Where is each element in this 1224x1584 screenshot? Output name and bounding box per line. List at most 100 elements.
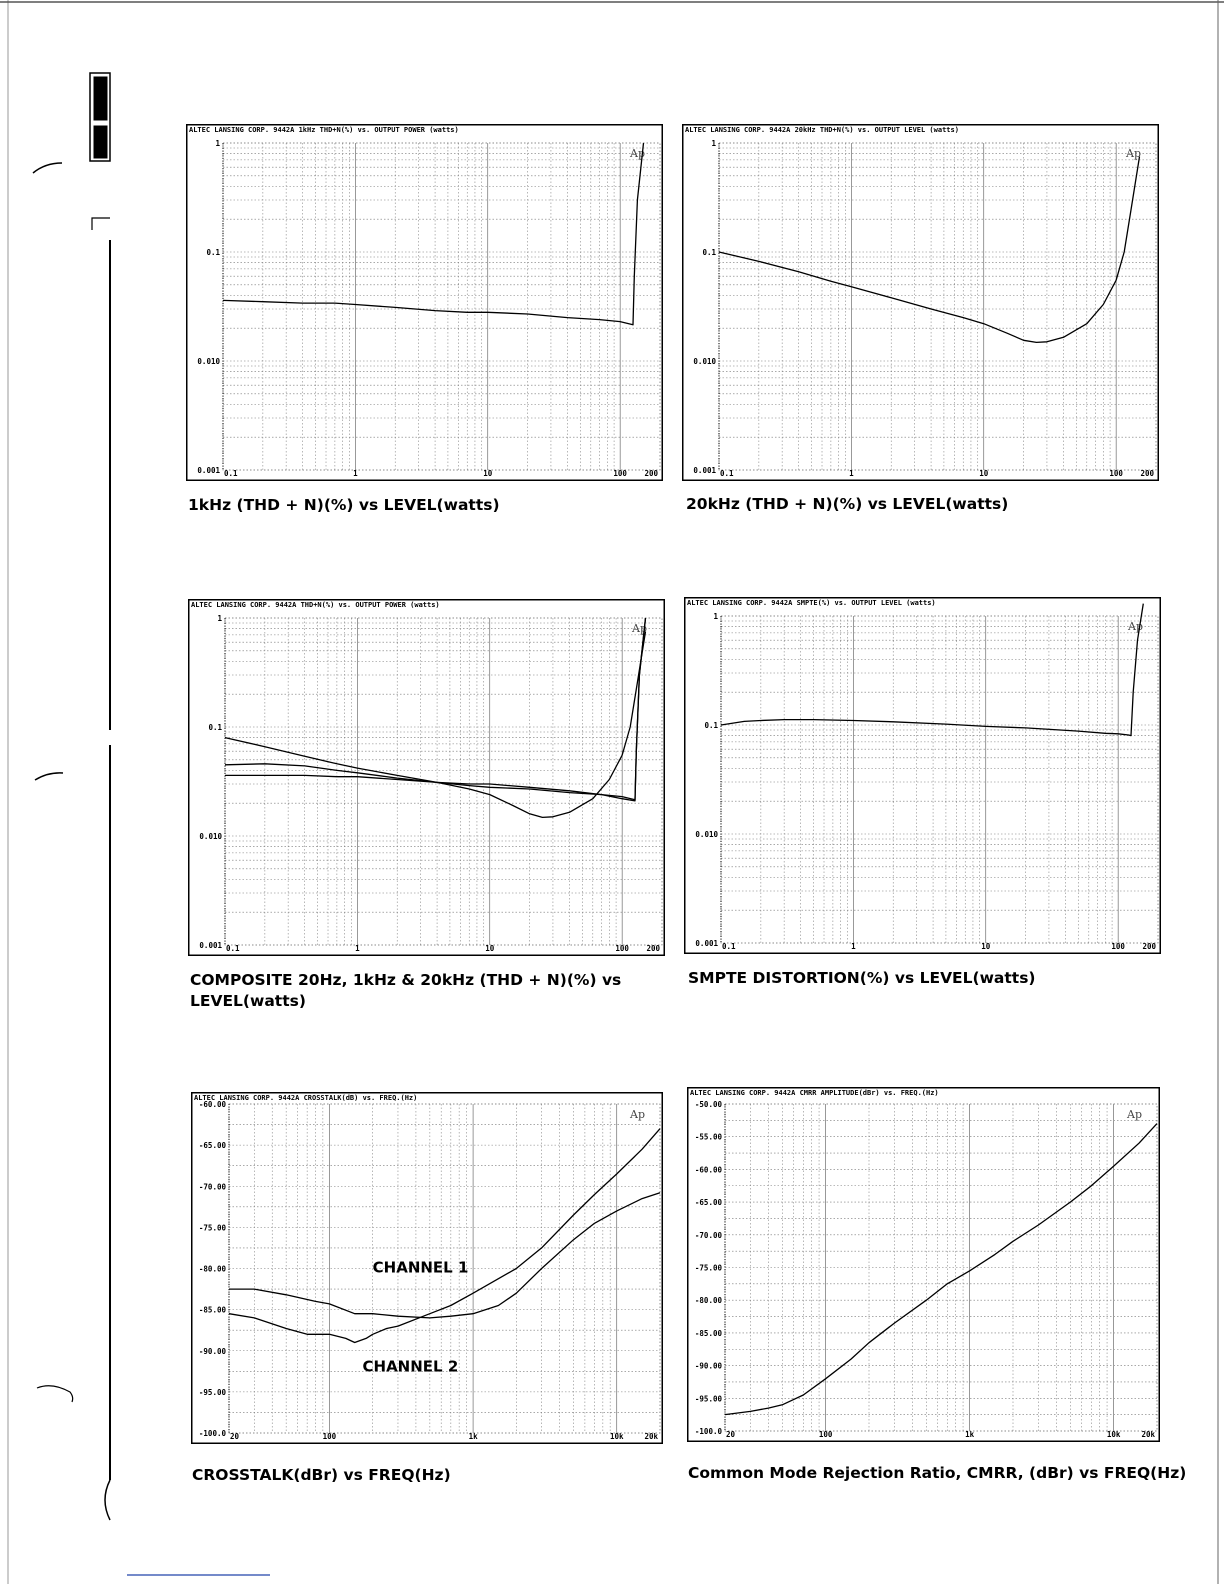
plot-area [718,142,1157,471]
caption-20khz-thd: 20kHz (THD + N)(%) vs LEVEL(watts) [686,495,1009,513]
x-tick-label: 10 [485,944,495,953]
chart-frame [682,124,1159,481]
y-tick-label: 0.1 [704,721,718,730]
y-tick-label: 0.001 [695,939,718,948]
chart-1khz-thd: ALTEC LANSING CORP. 9442A 1kHz THD+N(%) … [186,124,663,481]
chart-header: ALTEC LANSING CORP. 9442A THD+N(%) vs. O… [191,601,440,609]
chart-20khz-thd-plot: ALTEC LANSING CORP. 9442A 20kHz THD+N(%)… [682,124,1159,481]
grid [721,616,1158,943]
x-tick-label: 200 [1142,942,1156,951]
series-line-2 [228,1128,661,1344]
series-line-1 [229,1192,661,1319]
y-tick-label: 0.1 [208,723,222,732]
grid [719,143,1156,470]
x-tick-label: 1 [353,469,358,478]
grid [229,1104,660,1433]
y-tick-label: 1 [217,614,222,623]
chart-frame [186,124,663,481]
x-tick-label: 20 [230,1432,240,1441]
y-tick-label: -60.00 [695,1165,723,1174]
chart-header: ALTEC LANSING CORP. 9442A 1kHz THD+N(%) … [189,126,459,134]
grid [725,1104,1157,1431]
y-tick-label: 0.1 [702,248,716,257]
x-tick-label: 20k [644,1432,658,1441]
y-tick-label: 0.001 [197,466,220,475]
annotation-channel-1: CHANNEL 1 [373,1259,469,1277]
chart-1khz-thd-plot: ALTEC LANSING CORP. 9442A 1kHz THD+N(%) … [186,124,663,481]
x-tick-label: 1 [851,942,856,951]
chart-frame [684,597,1161,954]
ap-logo: Ap [629,1108,645,1121]
y-tick-label: -100.0 [695,1427,723,1436]
y-tick-label: -80.00 [695,1296,723,1305]
y-tick-label: 0.1 [206,248,220,257]
y-tick-label: 0.010 [199,832,222,841]
chart-frame [188,599,665,956]
chart-smpte-distortion-plot: ALTEC LANSING CORP. 9442A SMPTE(%) vs. O… [684,597,1161,954]
series-line-1 [724,1123,1158,1416]
y-tick-label: 1 [215,139,220,148]
x-tick-label: 200 [1140,469,1154,478]
y-tick-label: -95.00 [199,1388,227,1397]
caption-cmrr: Common Mode Rejection Ratio, CMRR, (dBr)… [688,1464,1187,1482]
caption-composite-thd: COMPOSITE 20Hz, 1kHz & 20kHz (THD + N)(%… [190,971,622,1010]
y-tick-label: -75.00 [199,1223,227,1232]
chart-crosstalk: ALTEC LANSING CORP. 9442A CROSSTALK(dB) … [191,1092,663,1444]
y-tick-label: 0.010 [197,357,220,366]
x-tick-label: 1k [469,1432,479,1441]
x-tick-label: 0.1 [720,469,734,478]
plot-area [720,615,1159,944]
x-tick-label: 10 [981,942,991,951]
y-tick-label: -70.00 [199,1182,227,1191]
chart-cmrr: ALTEC LANSING CORP. 9442A CMRR AMPLITUDE… [687,1087,1160,1442]
chart-header: ALTEC LANSING CORP. 9442A 20kHz THD+N(%)… [685,126,959,134]
x-tick-label: 0.1 [722,942,736,951]
x-tick-label: 200 [644,469,658,478]
x-tick-label: 100 [1111,942,1125,951]
chart-composite-thd-plot: ALTEC LANSING CORP. 9442A THD+N(%) vs. O… [188,599,665,956]
y-tick-label: -65.00 [695,1198,723,1207]
x-tick-label: 100 [819,1430,833,1439]
x-tick-label: 20 [726,1430,736,1439]
chart-header: ALTEC LANSING CORP. 9442A SMPTE(%) vs. O… [687,599,936,607]
y-tick-label: -70.00 [695,1231,723,1240]
series-line-1 [224,631,647,819]
ap-logo: Ap [629,147,645,160]
plot-area [228,1103,661,1434]
chart-header: ALTEC LANSING CORP. 9442A CROSSTALK(dB) … [194,1094,417,1102]
x-tick-label: 100 [323,1432,337,1441]
grid [225,618,662,945]
y-tick-label: 0.010 [695,830,718,839]
y-tick-label: -90.00 [695,1362,723,1371]
ap-logo: Ap [1125,147,1141,160]
chart-crosstalk-plot: ALTEC LANSING CORP. 9442A CROSSTALK(dB) … [191,1092,663,1444]
y-tick-label: -60.00 [199,1100,227,1109]
y-tick-label: -95.00 [695,1394,723,1403]
y-tick-label: 0.010 [693,357,716,366]
chart-frame [687,1087,1160,1442]
y-tick-label: -100.0 [199,1429,227,1438]
grid [223,143,660,470]
x-tick-label: 10 [483,469,493,478]
series-line-1 [222,142,645,326]
chart-frame [191,1092,663,1444]
x-tick-label: 1k [965,1430,975,1439]
y-tick-label: -50.00 [695,1100,723,1109]
chart-cmrr-plot: ALTEC LANSING CORP. 9442A CMRR AMPLITUDE… [687,1087,1160,1442]
x-tick-label: 100 [613,469,627,478]
x-tick-label: 10k [1107,1430,1121,1439]
chart-smpte-distortion: ALTEC LANSING CORP. 9442A SMPTE(%) vs. O… [684,597,1161,954]
y-tick-label: -80.00 [199,1265,227,1274]
chart-composite-thd: ALTEC LANSING CORP. 9442A THD+N(%) vs. O… [188,599,665,956]
x-tick-label: 200 [646,944,660,953]
plot-area [222,142,661,471]
ap-logo: Ap [631,622,647,635]
y-tick-label: -85.00 [695,1329,723,1338]
y-tick-label: -85.00 [199,1306,227,1315]
x-tick-label: 1 [355,944,360,953]
series-line-1 [718,156,1141,344]
series-line-1 [720,603,1144,737]
series-line-3 [225,617,647,802]
